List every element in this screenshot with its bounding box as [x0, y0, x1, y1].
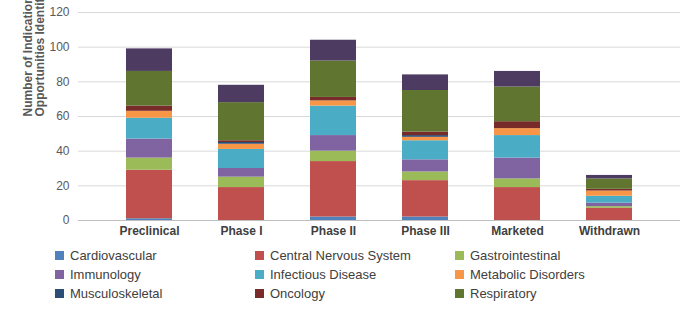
svg-text:100: 100: [49, 40, 69, 54]
svg-text:20: 20: [56, 179, 70, 193]
svg-text:Marketed: Marketed: [491, 224, 544, 238]
svg-text:120: 120: [49, 5, 69, 19]
html-text:Immunology: Immunology: [70, 267, 141, 282]
svg-text:Phase I: Phase I: [220, 224, 262, 238]
svg-text:Preclinical: Preclinical: [119, 224, 179, 238]
html-text:Infectious Disease: Infectious Disease: [270, 267, 377, 282]
html-text:Respiratory: Respiratory: [470, 286, 537, 301]
svg-text:Number of Indication Extension: Number of Indication ExtensionOpportunit…: [21, 0, 47, 117]
svg-text:Phase II: Phase II: [311, 224, 356, 238]
html-text:Metabolic Disorders: Metabolic Disorders: [470, 267, 585, 282]
svg-text:80: 80: [56, 75, 70, 89]
svg-text:Withdrawn: Withdrawn: [579, 224, 640, 238]
html-text:Oncology: Oncology: [270, 286, 325, 301]
html-text:Central Nervous System: Central Nervous System: [270, 248, 411, 263]
svg-text:40: 40: [56, 144, 70, 158]
svg-text:Phase III: Phase III: [401, 224, 450, 238]
html-text:Gastrointestinal: Gastrointestinal: [470, 248, 561, 263]
html-text:Cardiovascular: Cardiovascular: [70, 248, 157, 263]
svg-text:60: 60: [56, 109, 70, 123]
svg-text:0: 0: [63, 213, 70, 227]
html-text:Musculoskeletal: Musculoskeletal: [70, 286, 163, 301]
